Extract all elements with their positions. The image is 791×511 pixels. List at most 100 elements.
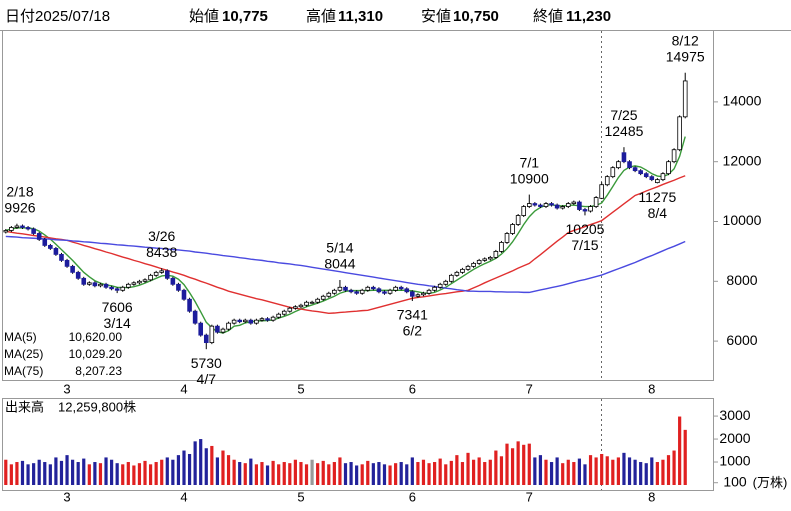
- candle-body: [643, 173, 649, 178]
- annotation-value: 8044: [324, 256, 355, 272]
- volume-bar: [338, 457, 342, 485]
- y-tick-label: 12000: [723, 152, 762, 168]
- volume-bar: [282, 462, 286, 485]
- candle-body: [599, 184, 604, 199]
- candle-body: [337, 286, 343, 291]
- annotation-value: 7606: [102, 299, 133, 315]
- candle-body: [92, 282, 98, 287]
- y-tick-label: 1000: [719, 453, 750, 469]
- candle-body: [259, 318, 265, 321]
- volume-bar: [260, 462, 264, 485]
- candle-body: [309, 301, 315, 304]
- candle-body: [181, 289, 187, 300]
- volume-bar: [310, 459, 314, 485]
- candle-body: [499, 242, 504, 252]
- volume-bar: [588, 455, 593, 485]
- volume-bar: [577, 458, 582, 485]
- volume-bar: [109, 459, 114, 485]
- candle-body: [114, 288, 120, 291]
- candle-body: [504, 233, 510, 243]
- candle-body: [209, 325, 215, 344]
- annotation-value: 8438: [146, 244, 177, 260]
- volume-bar: [9, 464, 13, 485]
- candle-body: [560, 206, 565, 209]
- candle-body: [554, 204, 560, 209]
- candle-body: [660, 173, 666, 181]
- volume-bar: [449, 460, 453, 485]
- volume-bar: [516, 441, 520, 485]
- x-tick-label: 8: [648, 489, 655, 504]
- candle-body: [215, 325, 220, 333]
- volume-total: 12,259,800株: [58, 399, 136, 414]
- date-label: 日付: [5, 8, 35, 25]
- plot: [3, 72, 688, 485]
- candle-body: [638, 170, 643, 175]
- candle-body: [75, 271, 81, 279]
- volume-bar: [121, 464, 125, 485]
- volume-bar: [76, 462, 80, 485]
- candle-body: [437, 283, 443, 288]
- volume-bar: [549, 462, 554, 485]
- volume-bar: [421, 459, 426, 485]
- legend-value: 8,207.23: [75, 364, 122, 378]
- candle-body: [627, 161, 632, 169]
- volume-bar: [460, 462, 465, 485]
- volume-bar: [427, 463, 431, 485]
- legend-label: MA(75): [4, 364, 43, 378]
- volume-bar: [394, 463, 398, 485]
- volume-bar: [371, 463, 375, 485]
- candle-body: [120, 286, 126, 291]
- candle-body: [682, 80, 688, 118]
- candle-body: [515, 215, 521, 225]
- volume-bar: [355, 465, 359, 485]
- ma-legend-bg: [3, 329, 124, 380]
- candle-body: [248, 319, 254, 324]
- candle-body: [526, 203, 532, 207]
- candle-body: [131, 282, 137, 285]
- volume-bar: [293, 459, 297, 485]
- candle-body: [398, 286, 404, 290]
- candle-body: [203, 334, 209, 344]
- volume-bar: [661, 459, 665, 485]
- candle-body: [137, 280, 142, 284]
- volume-bar: [627, 457, 632, 485]
- volume-bar: [377, 462, 381, 485]
- candle-body: [170, 277, 176, 285]
- volume-bar: [48, 464, 52, 485]
- candle-body: [14, 225, 20, 228]
- volume-bar: [678, 416, 682, 485]
- annotation-date: 3/14: [104, 315, 131, 331]
- volume-bar: [26, 464, 30, 485]
- volume-bar: [616, 457, 620, 485]
- volume-bar: [160, 459, 164, 485]
- candle-body: [487, 256, 493, 260]
- volume-bar: [321, 460, 325, 485]
- candle-body: [593, 197, 599, 207]
- volume-bar: [527, 443, 531, 485]
- x-tick-label: 3: [63, 381, 70, 396]
- volume-bar: [416, 462, 420, 485]
- candle-body: [432, 286, 437, 291]
- y-tick-label: 14000: [723, 93, 762, 109]
- volume-bar: [572, 462, 576, 485]
- volume-bar: [226, 455, 231, 485]
- volume-bar: [533, 457, 537, 485]
- header-field-label: 高値: [306, 8, 336, 25]
- candle-body: [421, 292, 426, 296]
- candle-body: [31, 228, 36, 234]
- candle-body: [482, 258, 488, 261]
- x-tick-label: 5: [297, 489, 304, 504]
- candle-body: [332, 289, 337, 294]
- x-tick-label: 3: [63, 489, 70, 504]
- volume-bar: [65, 455, 69, 485]
- candle-body: [460, 268, 465, 273]
- annotation-date: 3/26: [148, 228, 175, 244]
- volume-bar: [187, 453, 192, 485]
- volume-bar: [221, 450, 225, 485]
- candle-body: [376, 288, 382, 293]
- candle-body: [9, 227, 14, 231]
- volume-bar: [98, 463, 103, 485]
- volume-bar: [410, 457, 414, 485]
- candle-body: [36, 233, 42, 240]
- candle-body: [348, 289, 354, 293]
